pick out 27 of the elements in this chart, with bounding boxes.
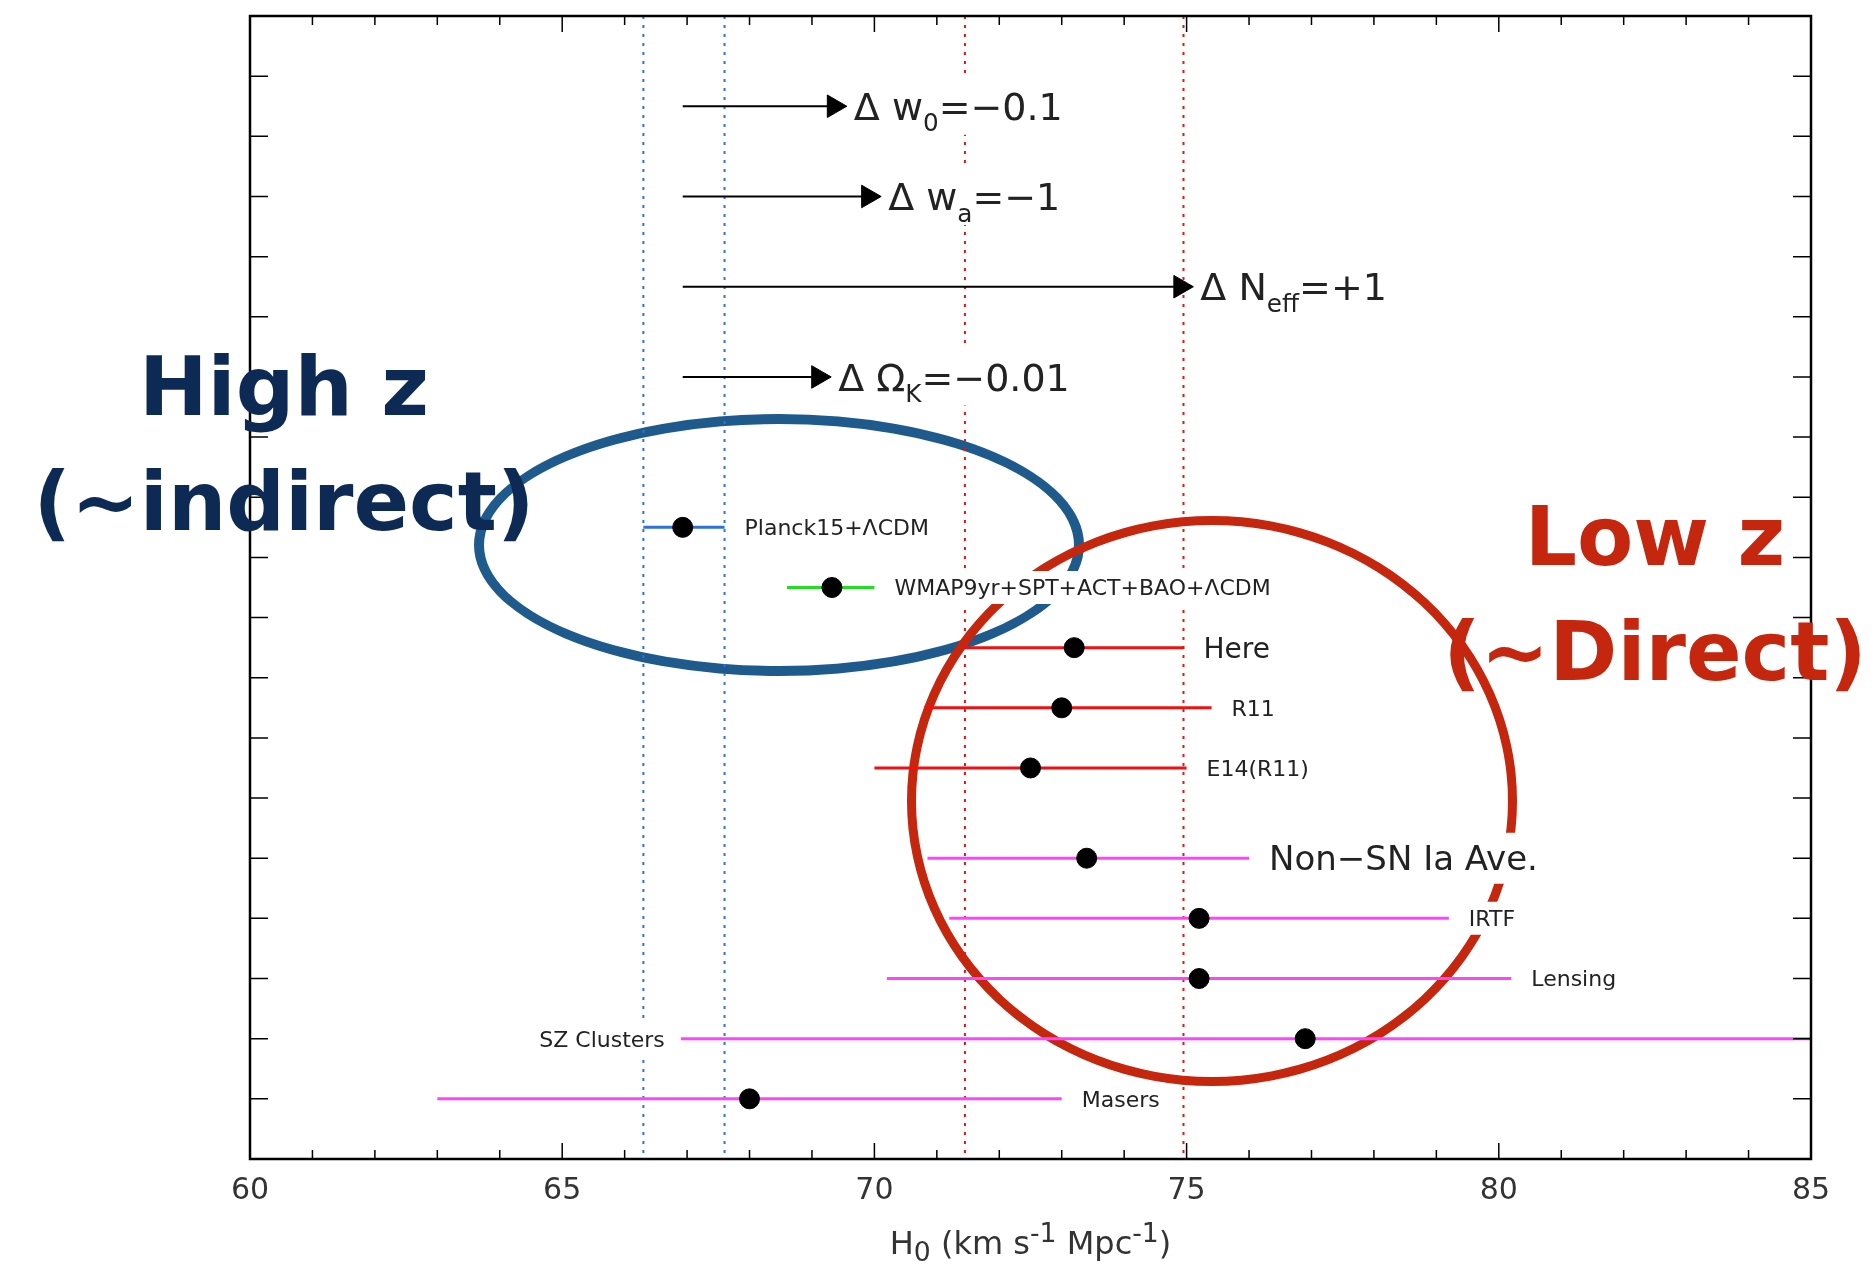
point bbox=[1294, 1028, 1316, 1050]
point bbox=[1188, 907, 1210, 929]
y-tick-label: R11 bbox=[1231, 695, 1275, 721]
y-tick-label: Lensing bbox=[1531, 966, 1617, 992]
point bbox=[672, 516, 694, 538]
x-tick-label: 65 bbox=[543, 1170, 582, 1206]
x-tick-label: 80 bbox=[1479, 1170, 1518, 1206]
x-tick-label: 70 bbox=[855, 1170, 894, 1206]
point bbox=[1020, 757, 1041, 779]
y-tick-label: IRTF bbox=[1468, 906, 1516, 932]
y-tick-label: Masers bbox=[1081, 1086, 1160, 1112]
y-tick-label: WMAP9yr+SPT+ACT+BAO+ΛCDM bbox=[894, 575, 1271, 601]
x-tick-label: 85 bbox=[1791, 1170, 1831, 1206]
point bbox=[739, 1088, 761, 1110]
x-axis-title: H$_{0}$ (km s$^{-1}$ Mpc$^{-1}$) bbox=[889, 1217, 1172, 1268]
y-tick-label: Non−SN Ia Ave. bbox=[1269, 838, 1538, 879]
point bbox=[1051, 697, 1073, 719]
y-tick-label: Here bbox=[1203, 631, 1270, 665]
point bbox=[1076, 847, 1098, 869]
y-tick-label: Planck15+ΛCDM bbox=[744, 515, 929, 541]
y-tick-label: SZ Clusters bbox=[539, 1026, 665, 1052]
x-tick-label: 60 bbox=[230, 1170, 270, 1206]
point bbox=[821, 577, 843, 598]
point bbox=[1188, 968, 1210, 990]
y-tick-label: E14(R11) bbox=[1206, 755, 1309, 781]
x-tick-label: 75 bbox=[1167, 1170, 1206, 1206]
point bbox=[1063, 637, 1085, 659]
